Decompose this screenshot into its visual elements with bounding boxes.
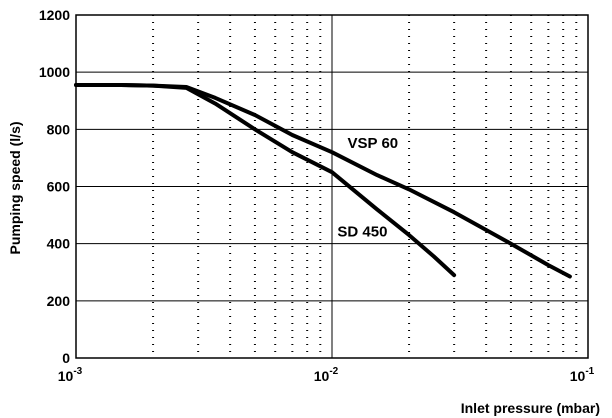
x-tick-label: 10-2 [314, 366, 339, 384]
y-tick-label: 1000 [39, 64, 70, 80]
y-tick-labels: 0 200 400 600 800 1000 1200 [39, 7, 70, 366]
x-tick-labels: 10-3 10-2 10-1 [58, 366, 595, 384]
series-line-sd-450 [74, 83, 457, 278]
y-tick-label: 200 [47, 293, 71, 309]
y-tick-label: 0 [62, 350, 70, 366]
grid [76, 15, 588, 358]
plot-frame [75, 14, 589, 359]
series-label-vsp-60: VSP 60 [348, 135, 399, 152]
x-tick-label: 10-3 [58, 366, 83, 384]
y-tick-label: 1200 [39, 7, 70, 23]
y-axis-title: Pumping speed (l/s) [7, 121, 23, 254]
y-tick-label: 600 [47, 179, 71, 195]
series-label-sd-450: SD 450 [337, 224, 387, 241]
y-tick-label: 800 [47, 121, 71, 137]
y-tick-label: 400 [47, 236, 71, 252]
series-labels: VSP 60 SD 450 [337, 135, 398, 241]
x-axis-title: Inlet pressure (mbar) [461, 400, 600, 416]
x-tick-label: 10-1 [570, 366, 595, 384]
series-line-vsp-60 [74, 83, 572, 279]
series-lines [74, 83, 572, 279]
